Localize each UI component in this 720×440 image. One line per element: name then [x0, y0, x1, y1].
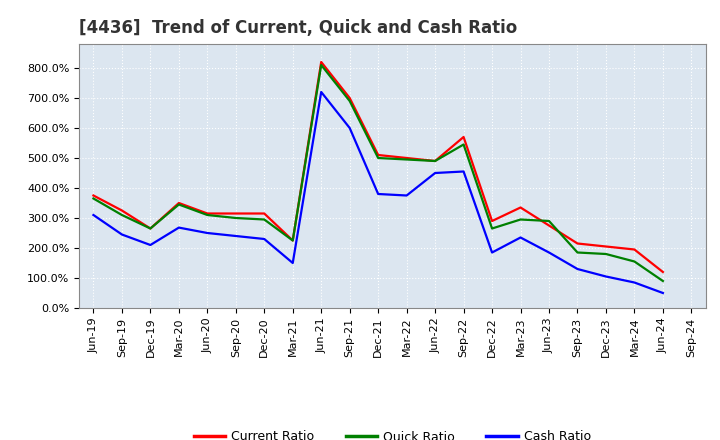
Current Ratio	[602, 244, 611, 249]
Current Ratio	[630, 247, 639, 252]
Current Ratio	[374, 152, 382, 158]
Cash Ratio	[630, 280, 639, 285]
Quick Ratio	[573, 250, 582, 255]
Current Ratio	[545, 223, 554, 228]
Quick Ratio	[602, 251, 611, 257]
Quick Ratio	[289, 238, 297, 243]
Current Ratio	[317, 59, 325, 65]
Text: [4436]  Trend of Current, Quick and Cash Ratio: [4436] Trend of Current, Quick and Cash …	[79, 19, 518, 37]
Quick Ratio	[545, 218, 554, 224]
Current Ratio	[659, 269, 667, 275]
Quick Ratio	[346, 99, 354, 104]
Line: Cash Ratio: Cash Ratio	[94, 92, 663, 293]
Quick Ratio	[260, 217, 269, 222]
Quick Ratio	[516, 217, 525, 222]
Current Ratio	[573, 241, 582, 246]
Current Ratio	[174, 200, 183, 205]
Cash Ratio	[659, 290, 667, 296]
Quick Ratio	[146, 226, 155, 231]
Current Ratio	[459, 134, 468, 139]
Current Ratio	[260, 211, 269, 216]
Current Ratio	[402, 155, 411, 161]
Line: Quick Ratio: Quick Ratio	[94, 65, 663, 281]
Cash Ratio	[260, 236, 269, 242]
Current Ratio	[346, 95, 354, 101]
Current Ratio	[146, 226, 155, 231]
Cash Ratio	[89, 213, 98, 218]
Quick Ratio	[659, 279, 667, 284]
Cash Ratio	[232, 233, 240, 238]
Cash Ratio	[431, 170, 439, 176]
Quick Ratio	[374, 155, 382, 161]
Cash Ratio	[174, 225, 183, 230]
Cash Ratio	[203, 231, 212, 236]
Current Ratio	[431, 158, 439, 164]
Cash Ratio	[117, 232, 126, 237]
Quick Ratio	[89, 196, 98, 201]
Cash Ratio	[516, 235, 525, 240]
Quick Ratio	[487, 226, 496, 231]
Quick Ratio	[203, 213, 212, 218]
Cash Ratio	[545, 250, 554, 255]
Cash Ratio	[317, 89, 325, 95]
Cash Ratio	[602, 274, 611, 279]
Cash Ratio	[289, 260, 297, 266]
Cash Ratio	[459, 169, 468, 174]
Cash Ratio	[146, 242, 155, 248]
Quick Ratio	[117, 213, 126, 218]
Quick Ratio	[459, 142, 468, 147]
Cash Ratio	[487, 250, 496, 255]
Line: Current Ratio: Current Ratio	[94, 62, 663, 272]
Quick Ratio	[431, 158, 439, 164]
Current Ratio	[117, 208, 126, 213]
Current Ratio	[203, 211, 212, 216]
Quick Ratio	[174, 202, 183, 207]
Current Ratio	[289, 238, 297, 243]
Cash Ratio	[402, 193, 411, 198]
Cash Ratio	[374, 191, 382, 197]
Current Ratio	[487, 218, 496, 224]
Legend: Current Ratio, Quick Ratio, Cash Ratio: Current Ratio, Quick Ratio, Cash Ratio	[189, 425, 596, 440]
Quick Ratio	[630, 259, 639, 264]
Quick Ratio	[402, 157, 411, 162]
Cash Ratio	[573, 266, 582, 271]
Current Ratio	[516, 205, 525, 210]
Quick Ratio	[317, 62, 325, 68]
Current Ratio	[89, 193, 98, 198]
Current Ratio	[232, 211, 240, 216]
Cash Ratio	[346, 125, 354, 131]
Quick Ratio	[232, 215, 240, 220]
